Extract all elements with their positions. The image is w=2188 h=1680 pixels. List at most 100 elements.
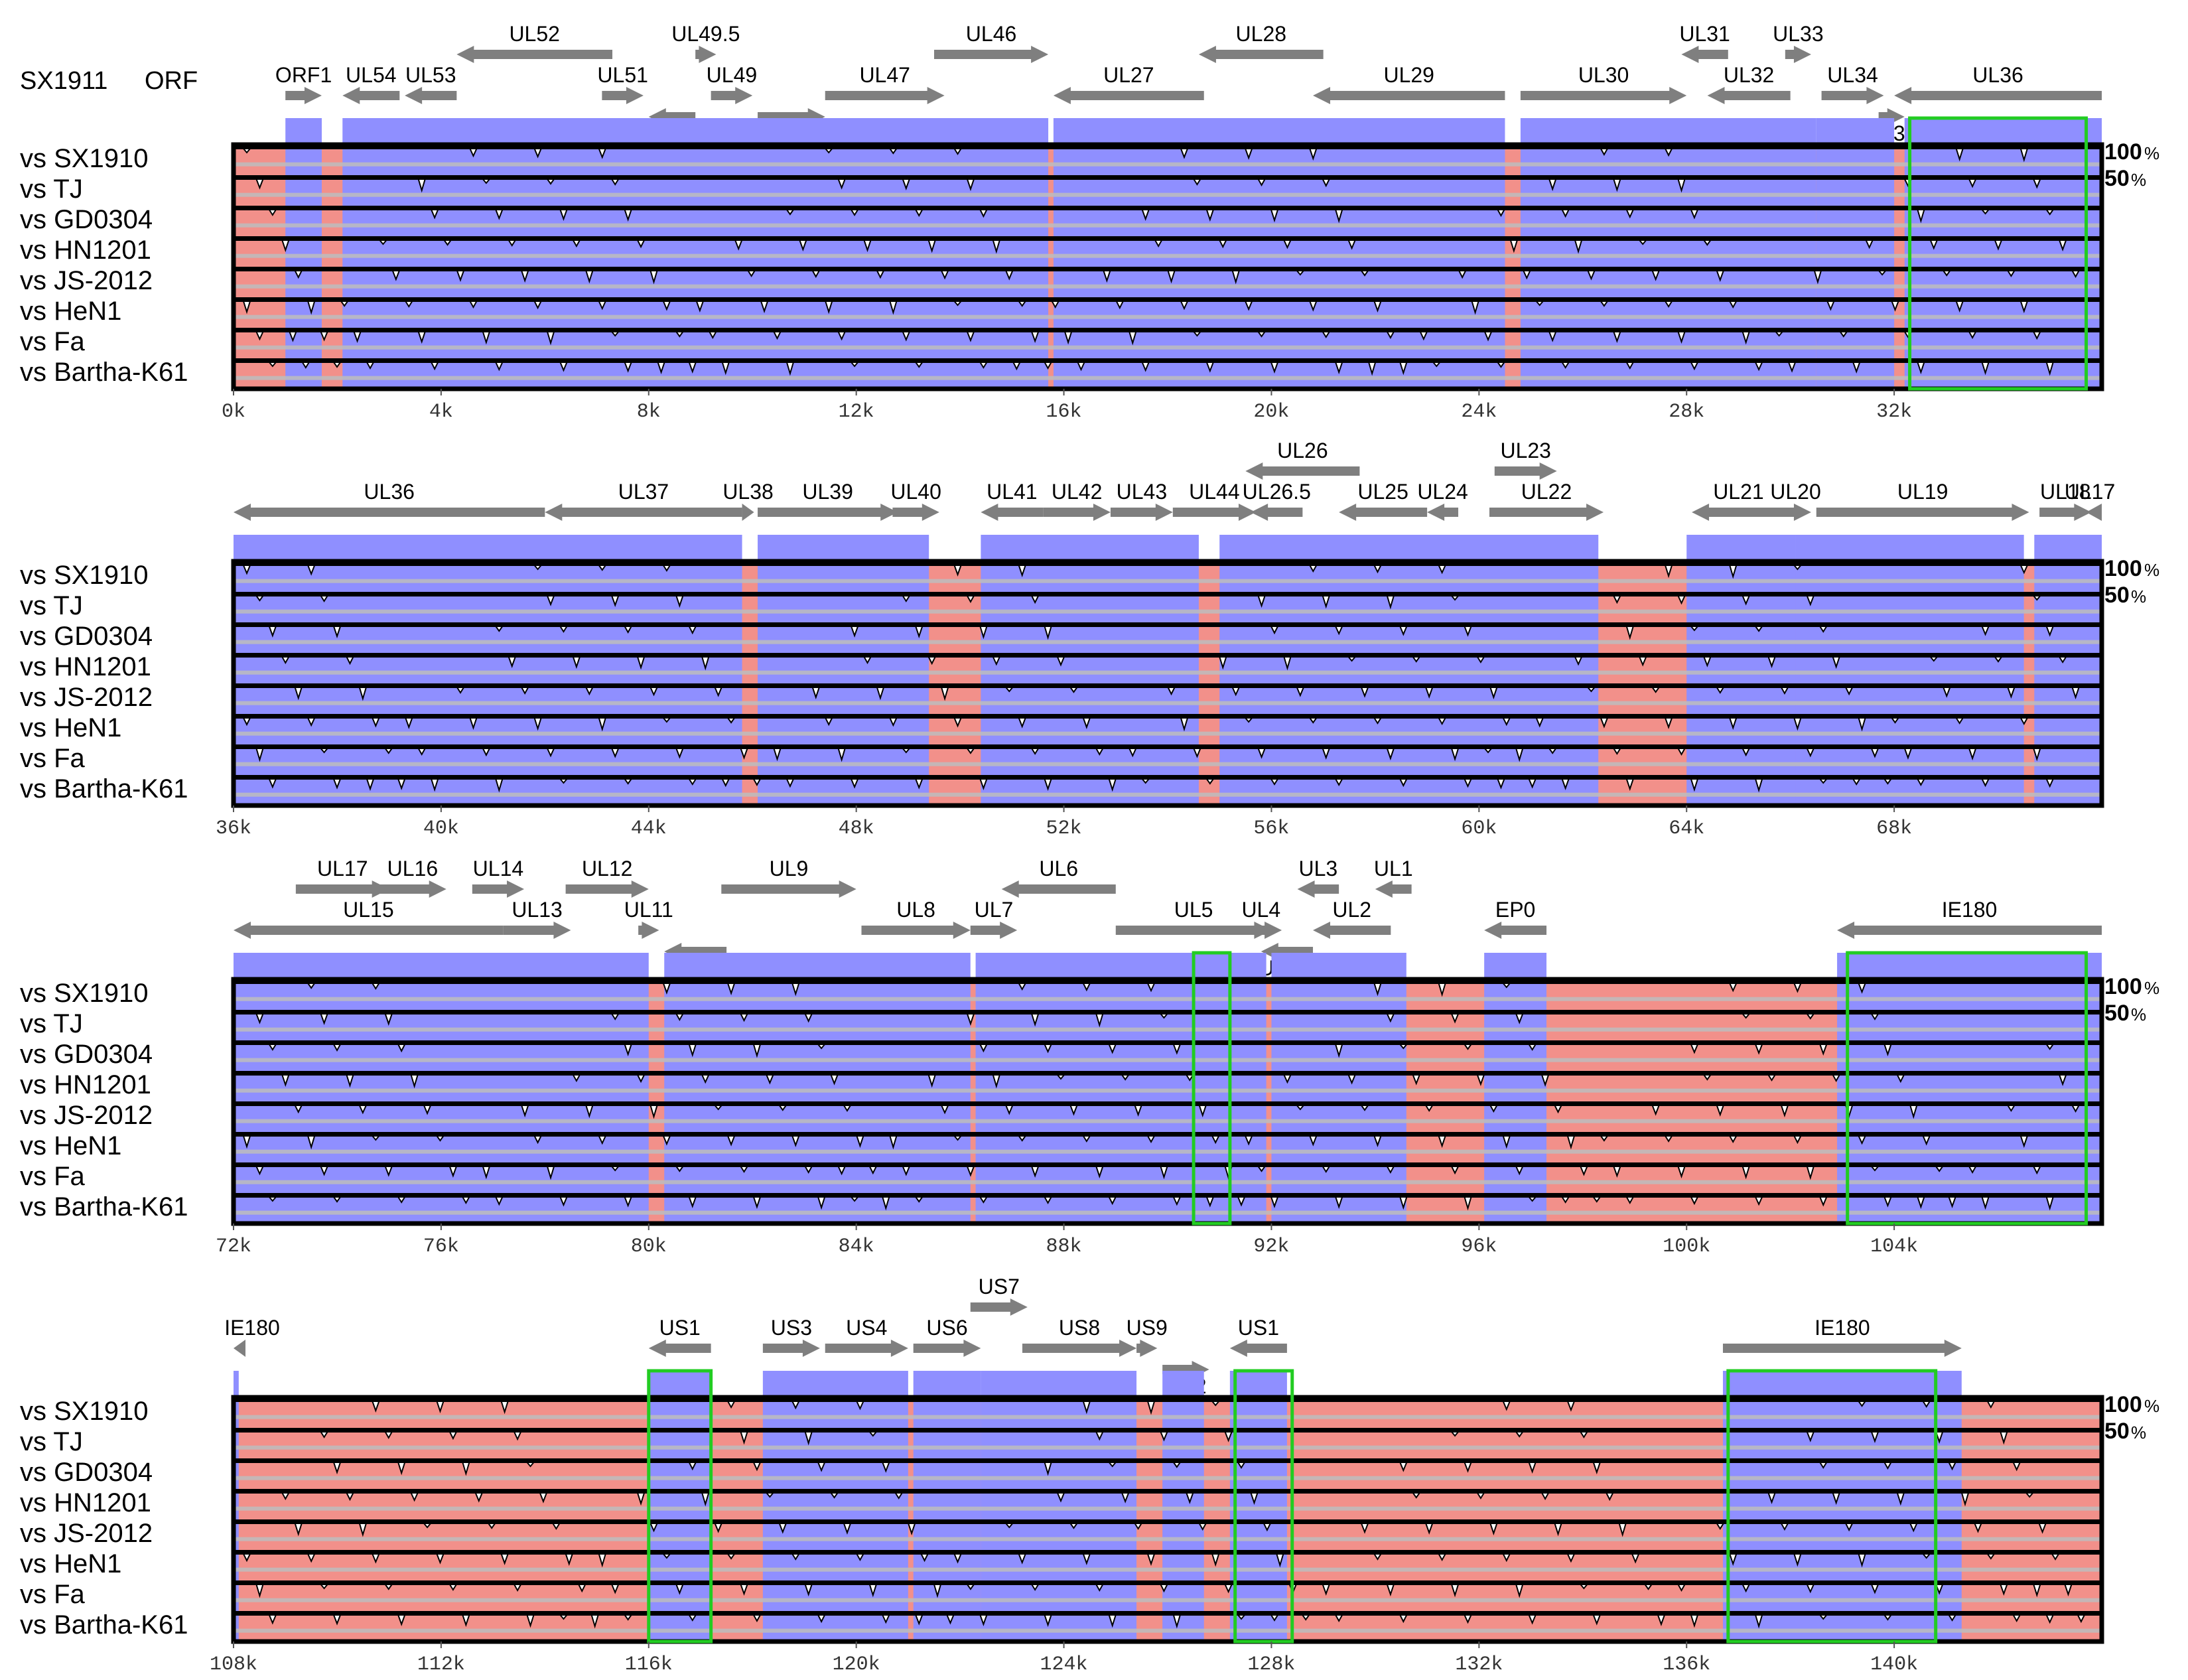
similarity-dip <box>1386 595 1395 610</box>
similarity-dip <box>1767 1074 1777 1082</box>
similarity-dip <box>1018 717 1027 729</box>
similarity-dip <box>1832 1492 1841 1505</box>
similarity-dip <box>1625 362 1635 370</box>
track-top-line <box>234 1428 2102 1433</box>
gene-arrow <box>970 922 1018 939</box>
similarity-dip <box>1334 626 1343 636</box>
similarity-dip <box>1030 1013 1040 1027</box>
similarity-dip <box>1826 301 1835 311</box>
similarity-dip <box>1141 209 1150 221</box>
similarity-dip <box>624 209 633 222</box>
x-tick-label: 68k <box>1876 817 1912 840</box>
similarity-dip <box>966 178 975 192</box>
similarity-dip <box>559 626 569 633</box>
similarity-dip <box>752 1044 762 1058</box>
gene-label: UL32 <box>1724 63 1775 87</box>
similarity-dip <box>294 687 303 701</box>
scale-mid-label: 50 <box>2104 1001 2130 1026</box>
similarity-dip <box>1205 778 1215 785</box>
x-tick-label: 8k <box>637 401 661 423</box>
similarity-dip <box>1237 1196 1246 1207</box>
similarity-dip <box>914 1196 924 1203</box>
similarity-dip <box>340 301 350 307</box>
similarity-dip <box>1676 748 1686 756</box>
similarity-dip <box>675 595 684 608</box>
similarity-dip <box>1858 1553 1866 1568</box>
similarity-dip <box>1916 362 1925 375</box>
similarity-dip <box>816 1044 827 1050</box>
gene-label: UL8 <box>896 898 935 922</box>
x-tick-label: 104k <box>1870 1235 1918 1258</box>
similarity-dip <box>1741 1013 1751 1019</box>
scale-max-label: 100 <box>2104 1392 2142 1417</box>
similarity-dip <box>1515 1013 1524 1024</box>
similarity-dip <box>1948 1196 1956 1208</box>
gene-label: UL11 <box>624 898 673 922</box>
track-baseline <box>234 1088 2102 1093</box>
similarity-dip <box>1870 1013 1880 1020</box>
gene-label: UL3 <box>1298 857 1337 880</box>
similarity-dip <box>1857 1401 1867 1407</box>
exon-block <box>1722 1371 1962 1397</box>
exon-block <box>981 535 1199 561</box>
similarity-dip <box>1017 301 1027 307</box>
similarity-dip <box>1664 717 1673 729</box>
similarity-dip <box>2019 301 2029 314</box>
gene-label: UL46 <box>966 22 1017 46</box>
exon-block <box>981 1371 1137 1397</box>
similarity-dip <box>746 270 756 277</box>
similarity-dip <box>2045 1614 2055 1624</box>
track-baseline <box>234 376 2102 380</box>
similarity-dip <box>1522 270 1531 280</box>
similarity-dip <box>1172 1462 1182 1468</box>
similarity-dip <box>1218 656 1227 670</box>
similarity-dip <box>268 778 277 789</box>
similarity-dip <box>1198 1523 1207 1531</box>
track-baseline <box>234 223 2102 228</box>
similarity-dip <box>1263 1523 1272 1532</box>
similarity-dip <box>332 1462 342 1475</box>
track-baseline <box>234 1027 2102 1032</box>
similarity-dip <box>701 1074 710 1084</box>
comparison-label: vs JS-2012 <box>20 1101 153 1130</box>
similarity-dip <box>520 1105 529 1118</box>
comparison-label: vs Bartha-K61 <box>20 1610 188 1640</box>
gene-arrow <box>2039 504 2092 521</box>
similarity-dip <box>1793 565 1803 571</box>
similarity-dip <box>307 717 316 727</box>
similarity-dip <box>1399 1196 1408 1210</box>
similarity-dip <box>1947 1614 1957 1622</box>
gene-label: UL36 <box>364 480 415 504</box>
similarity-dip <box>1909 1523 1918 1533</box>
track-top-line <box>234 1132 2102 1137</box>
similarity-dip <box>610 748 620 758</box>
x-tick-label: 108k <box>210 1653 257 1676</box>
similarity-dip <box>1205 209 1215 222</box>
exon-block <box>1837 953 2102 979</box>
similarity-dip <box>1903 748 1913 760</box>
similarity-dip <box>371 1135 381 1141</box>
scale-max-label: 100 <box>2104 974 2142 999</box>
similarity-dip <box>384 1013 393 1026</box>
panel-row-2: UL36 UL37 UL38 UL39 UL40 UL41 UL42 UL43 UL44UL26… <box>20 439 2159 840</box>
similarity-dip <box>494 209 504 220</box>
similarity-dip <box>1527 1044 1537 1051</box>
similarity-dip <box>1528 1614 1537 1625</box>
similarity-dip <box>242 1553 251 1563</box>
similarity-dip <box>675 331 685 338</box>
similarity-dip <box>688 626 697 635</box>
similarity-dip <box>1411 1492 1421 1499</box>
similarity-dip <box>1742 1166 1751 1180</box>
similarity-dip <box>255 178 264 190</box>
similarity-dip <box>721 778 730 788</box>
gene-arrow <box>1484 922 1547 939</box>
similarity-dip <box>307 1553 316 1563</box>
similarity-dip <box>824 148 834 154</box>
similarity-dip <box>708 331 718 340</box>
gene-label: UL27 <box>1103 63 1154 87</box>
similarity-dip <box>500 1553 510 1565</box>
similarity-dip <box>881 1614 890 1624</box>
similarity-dip <box>1502 1553 1511 1563</box>
similarity-dip <box>345 656 355 665</box>
gene-label: US3 <box>771 1316 812 1340</box>
